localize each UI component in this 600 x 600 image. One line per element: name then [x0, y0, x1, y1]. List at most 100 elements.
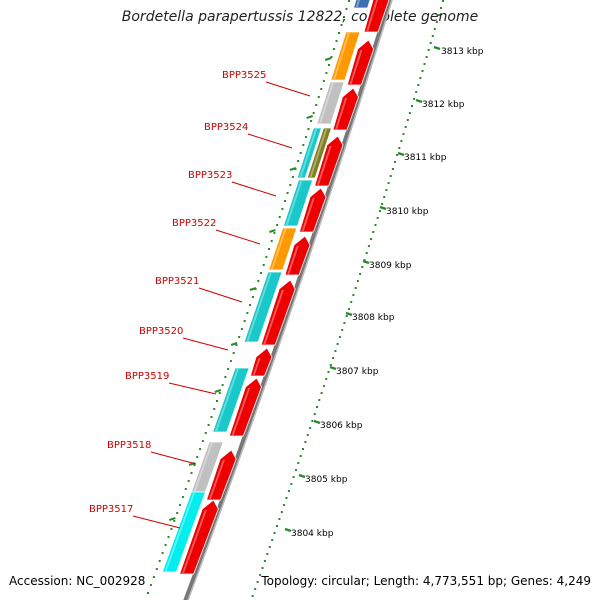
gene-teal-9	[282, 179, 314, 227]
inner-dot	[210, 416, 213, 418]
inner-dot	[268, 248, 270, 250]
kbp-label: 3808 kbp	[352, 313, 395, 323]
gene-label: BPP3525	[222, 70, 266, 81]
topology-text: Topology: circular; Length: 4,773,551 bp…	[261, 574, 591, 588]
inner-dot	[179, 504, 182, 506]
inner-dot	[273, 232, 276, 234]
inner-dot	[330, 56, 333, 58]
kbp-tick	[345, 311, 353, 317]
kbp-tick	[397, 151, 405, 157]
scale-dot	[398, 147, 401, 149]
gene-highlight-0	[355, 0, 360, 7]
gene-highlight-16	[215, 369, 239, 431]
inner-dash	[306, 115, 314, 119]
gene-red-5	[332, 87, 359, 131]
gene-highlight-12	[287, 246, 299, 274]
kbp-tick	[329, 365, 337, 371]
scale-dot	[302, 448, 304, 450]
scale-dot	[429, 42, 432, 44]
inner-dot	[181, 496, 184, 498]
inner-dot	[149, 584, 152, 586]
gene-olive-7	[306, 127, 333, 179]
scale-dot	[327, 371, 330, 373]
inner-dot	[348, 0, 350, 2]
inner-dot	[262, 264, 265, 266]
genome-backbone	[183, 0, 393, 600]
scale-dot	[431, 35, 434, 37]
inner-dot	[167, 536, 170, 538]
gene-red-15	[249, 347, 273, 377]
scale-dot	[417, 84, 420, 86]
scale-dot	[433, 28, 436, 30]
scale-dot	[320, 392, 323, 394]
kbp-label: 3810 kbp	[386, 207, 429, 217]
kbp-tick	[433, 45, 441, 51]
inner-dot	[213, 408, 216, 410]
gene-label-leader	[247, 133, 293, 149]
inner-dot	[312, 112, 315, 114]
scale-dot	[406, 119, 409, 121]
inner-dot	[297, 160, 300, 162]
gene-highlight-7	[309, 129, 328, 177]
inner-dot	[164, 544, 167, 546]
scale-dot	[350, 301, 353, 303]
inner-dot	[246, 312, 249, 314]
gene-cyan-20	[161, 491, 206, 573]
gene-track	[147, 0, 393, 600]
scale-dot	[254, 588, 257, 590]
gene-highlight-11	[271, 229, 287, 269]
scale-dot	[372, 231, 375, 233]
scale-dot	[421, 70, 424, 72]
gene-highlight-1	[366, 0, 378, 31]
inner-dot	[302, 144, 305, 146]
inner-dot	[310, 120, 313, 122]
kbp-label: 3812 kbp	[422, 100, 465, 110]
inner-dot	[229, 360, 232, 362]
gene-label: BPP3520	[139, 326, 183, 337]
scale-dot	[287, 490, 290, 492]
scale-dot	[394, 161, 396, 163]
scale-dot	[370, 238, 373, 240]
inner-dot	[158, 560, 161, 562]
scale-dot	[299, 455, 302, 457]
inner-dot	[187, 480, 190, 482]
inner-dot	[325, 72, 328, 74]
scale-dot	[347, 308, 350, 310]
gene-highlight-14	[263, 290, 284, 344]
gene-orange-11	[268, 227, 298, 271]
inner-dot	[340, 24, 343, 26]
gene-highlight-19	[208, 460, 225, 499]
gene-label-leader	[132, 515, 181, 529]
inner-dot	[307, 128, 310, 130]
inner-dot	[291, 176, 294, 178]
scale-dot	[283, 504, 286, 506]
scale-dot	[345, 315, 348, 317]
scale-dot	[332, 357, 335, 359]
scale-dot	[381, 203, 384, 205]
inner-dot	[232, 352, 235, 354]
inner-dot	[155, 568, 158, 570]
scale-dot	[297, 462, 300, 464]
scale-dot	[442, 0, 444, 2]
inner-dot	[193, 464, 196, 466]
kbp-tick	[379, 205, 387, 211]
gene-highlight-17	[231, 388, 251, 435]
inner-dot	[199, 448, 202, 450]
inner-dot	[343, 16, 345, 18]
scale-dot	[329, 364, 332, 366]
inner-dot	[176, 512, 179, 514]
kbp-label: 3809 kbp	[369, 261, 412, 271]
inner-dot	[216, 400, 218, 402]
inner-dot	[320, 88, 323, 90]
gene-label-leader	[168, 382, 217, 395]
gene-label: BPP3521	[155, 276, 199, 287]
map-title: Bordetella parapertussis 12822, complete…	[121, 9, 479, 25]
scale-dot	[292, 476, 295, 478]
scale-dot	[419, 77, 422, 79]
inner-dot	[201, 440, 204, 442]
scale-dot	[271, 539, 274, 541]
scale-dot	[263, 560, 266, 562]
scale-dot	[374, 224, 377, 226]
kbp-label: 3807 kbp	[336, 367, 379, 377]
